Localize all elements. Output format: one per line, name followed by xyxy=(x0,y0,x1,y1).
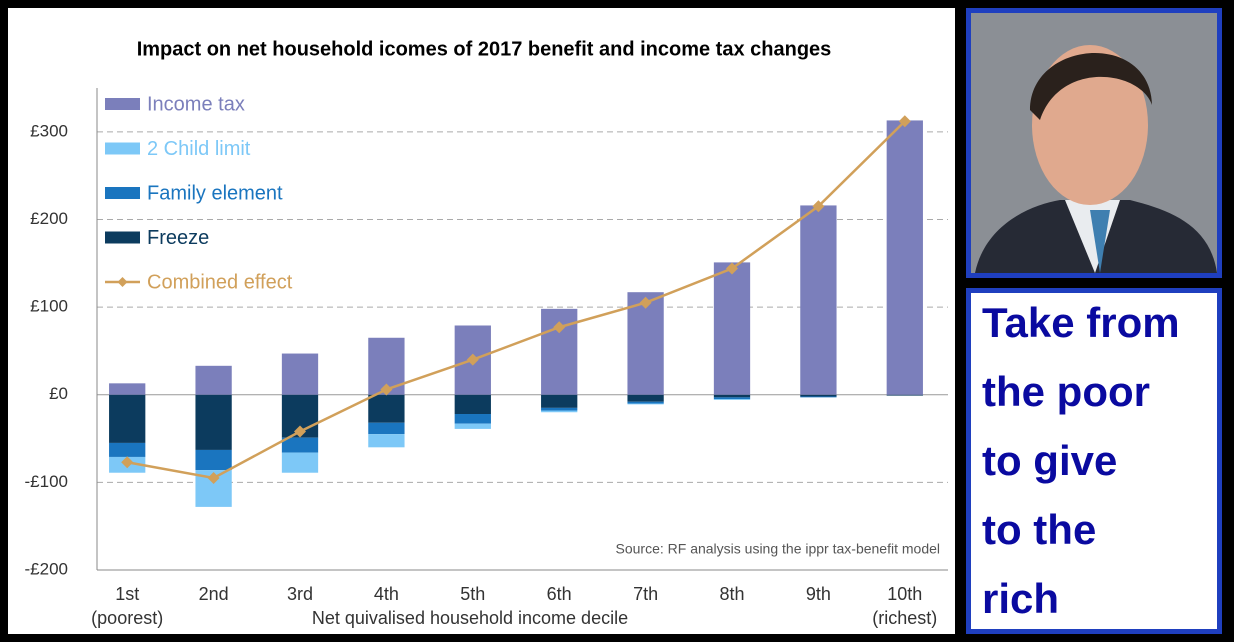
marker xyxy=(812,200,825,213)
x-tick-label: 1st xyxy=(115,584,139,604)
y-tick-label: -£200 xyxy=(25,559,68,578)
marker xyxy=(121,456,134,469)
marker xyxy=(380,383,393,396)
y-tick-label: £0 xyxy=(49,384,68,403)
bar xyxy=(627,394,664,402)
bar xyxy=(109,394,146,443)
marker xyxy=(294,425,306,438)
bar xyxy=(713,399,751,400)
bar xyxy=(281,452,319,473)
legend-label: Family element xyxy=(147,182,283,204)
legend-swatch xyxy=(105,98,140,110)
bar xyxy=(195,394,232,450)
chart-panel xyxy=(8,8,955,634)
x-tick-label: 8th xyxy=(719,584,744,604)
legend-swatch xyxy=(117,277,128,287)
legend-label: Freeze xyxy=(147,227,209,249)
x-tick-label: 7th xyxy=(633,584,658,604)
bar xyxy=(713,262,751,395)
photo-hair xyxy=(1030,52,1152,120)
bar xyxy=(109,383,146,395)
bar xyxy=(886,394,923,396)
bar xyxy=(281,353,319,395)
bar xyxy=(454,423,491,429)
legend-label: 2 Child limit xyxy=(147,138,251,160)
bar xyxy=(713,394,751,398)
bar xyxy=(713,397,751,400)
x-tick-label: 10th xyxy=(887,584,922,604)
marker xyxy=(726,262,738,275)
y-tick-label: £100 xyxy=(30,297,68,316)
x-tick-label: 9th xyxy=(806,584,831,604)
caption-line: the poor xyxy=(982,368,1150,415)
bar xyxy=(454,394,491,415)
x-tick-label: 3rd xyxy=(287,584,313,604)
photo-tie xyxy=(1090,210,1110,273)
legend-label: Combined effect xyxy=(147,271,293,293)
bar xyxy=(886,120,923,395)
caption-panel xyxy=(971,293,1217,629)
caption-line: rich xyxy=(982,575,1059,622)
chart-title: Impact on net household icomes of 2017 b… xyxy=(137,38,832,60)
legend-label: Income tax xyxy=(147,93,245,115)
caption-line: to give xyxy=(982,437,1117,484)
bar xyxy=(368,394,405,423)
caption-line: Take from xyxy=(982,299,1180,346)
marker xyxy=(553,321,566,334)
bar xyxy=(541,407,578,411)
bar xyxy=(368,422,405,435)
bar xyxy=(627,401,664,404)
x-annotation: (poorest) xyxy=(91,608,163,628)
x-tick-label: 5th xyxy=(460,584,485,604)
bar xyxy=(195,365,232,395)
bar xyxy=(281,437,319,453)
legend-swatch xyxy=(105,187,140,199)
bar xyxy=(627,292,664,395)
x-tick-label: 4th xyxy=(374,584,399,604)
marker xyxy=(207,471,220,484)
marker xyxy=(898,115,911,128)
bar xyxy=(627,403,664,405)
line xyxy=(126,120,906,480)
bar xyxy=(109,442,146,457)
x-axis-label: Net quivalised household income decile xyxy=(312,608,628,628)
x-tick-label: 6th xyxy=(547,584,572,604)
x-tick-label: 2nd xyxy=(199,584,229,604)
marker xyxy=(639,296,652,309)
bar xyxy=(195,449,232,471)
bar xyxy=(800,396,837,398)
y-tick-label: £200 xyxy=(30,209,68,228)
source-note: Source: RF analysis using the ippr tax-b… xyxy=(616,541,941,557)
bar xyxy=(368,434,405,448)
caption: Take from the poor to give to the rich xyxy=(982,299,1180,622)
bar xyxy=(800,394,837,397)
bar xyxy=(541,394,578,408)
y-tick-label: -£100 xyxy=(25,472,68,491)
legend-swatch xyxy=(105,142,140,155)
y-tick-label: £300 xyxy=(30,121,68,140)
bar xyxy=(800,205,837,395)
bar xyxy=(454,414,491,424)
photo xyxy=(966,8,1222,278)
caption-line: to the xyxy=(982,506,1096,553)
legend-swatch xyxy=(105,231,140,244)
bar xyxy=(541,410,578,413)
marker xyxy=(466,353,479,366)
x-annotation: (richest) xyxy=(872,608,937,628)
